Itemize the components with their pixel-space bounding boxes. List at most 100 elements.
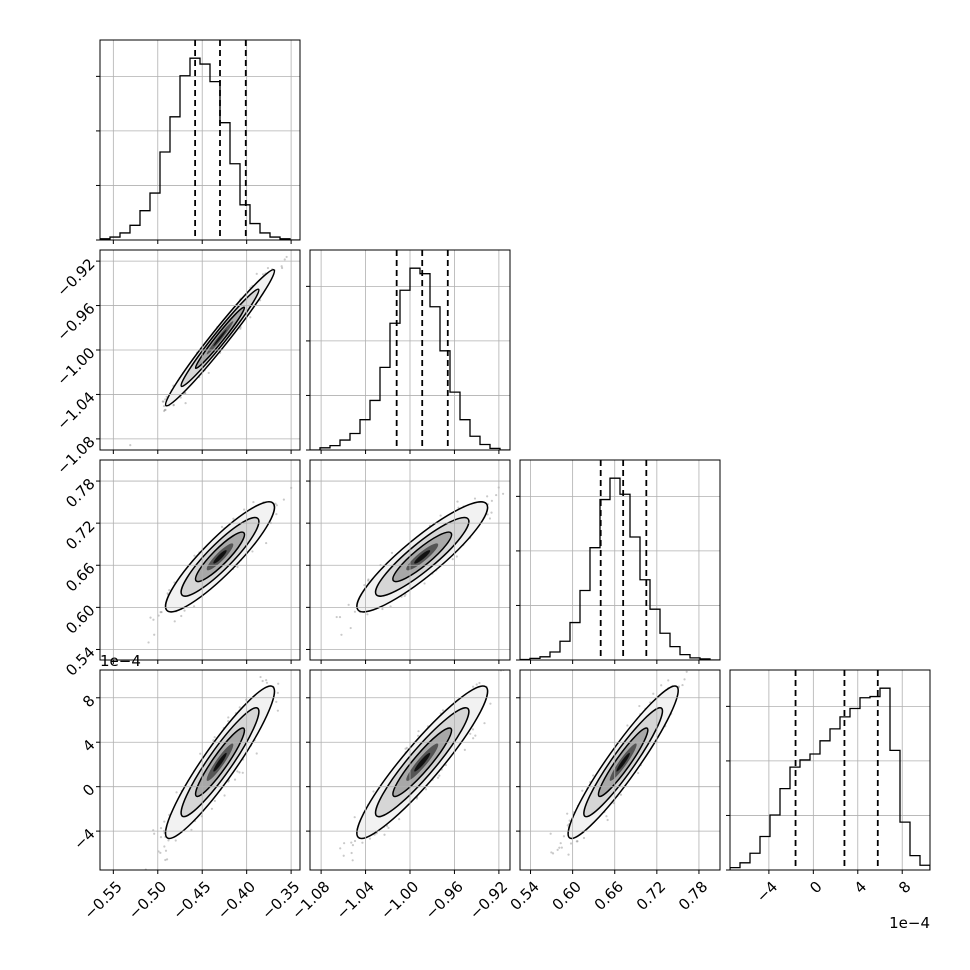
scatter-point [213, 736, 216, 739]
scatter-point [347, 603, 350, 606]
scatter-point [372, 790, 375, 793]
scatter-point [567, 853, 570, 856]
pair-frame-3 [99, 669, 301, 871]
scatter-point [172, 404, 175, 407]
x-tick-label: −0.92 [466, 878, 511, 923]
scatter-point [277, 682, 280, 685]
scatter-point [265, 681, 269, 684]
hist-frame-3 [729, 669, 931, 871]
scatter-point [343, 842, 346, 845]
scatter-point [350, 841, 353, 844]
density-contour-4 [414, 752, 431, 772]
scatter-point [213, 799, 216, 803]
scatter-point [366, 613, 369, 616]
scatter-point [175, 791, 178, 794]
scatter-point [162, 400, 165, 403]
scatter-point [259, 675, 262, 679]
scatter-point [233, 778, 237, 781]
scatter-point [184, 392, 187, 395]
density-contour-4 [213, 329, 227, 347]
scatter-point [340, 633, 343, 636]
scatter-point [265, 678, 268, 682]
x-tick-label: −4 [753, 878, 781, 906]
density-content-1-3 [339, 670, 505, 862]
scatter-point [153, 832, 156, 835]
scatter-point [367, 579, 370, 582]
scatter-point [495, 493, 498, 497]
histogram-panel-0 [96, 39, 301, 244]
y-tick-label: −0.96 [53, 299, 98, 344]
scatter-point [381, 607, 384, 611]
scatter-point [261, 679, 264, 683]
x-offset-label: 1e−4 [889, 914, 930, 932]
x-tick-label: 0.60 [549, 878, 585, 914]
scatter-point [168, 588, 171, 592]
scatter-point [350, 851, 353, 855]
scatter-point [415, 797, 418, 800]
scatter-point [387, 826, 390, 829]
scatter-point [180, 614, 183, 618]
scatter-point [174, 839, 177, 842]
scatter-point [404, 747, 407, 750]
density-content-2-3 [549, 667, 691, 856]
scatter-point [438, 774, 441, 777]
scatter-point [556, 848, 559, 852]
y-tick-label: 0.72 [62, 517, 98, 553]
scatter-point [619, 793, 623, 796]
scatter-point [160, 610, 163, 614]
y-tick-label: 0.60 [62, 601, 98, 637]
scatter-point [280, 265, 283, 268]
scatter-point [164, 398, 167, 401]
scatter-point [193, 554, 196, 557]
scatter-point [562, 835, 566, 838]
scatter-point [471, 728, 475, 731]
scatter-point [274, 502, 277, 505]
y-tick-label: −1.00 [53, 344, 98, 389]
scatter-point [163, 408, 166, 412]
scatter-point [163, 409, 166, 413]
scatter-point [566, 812, 569, 815]
scatter-point [474, 734, 477, 737]
scatter-point [280, 266, 284, 270]
scatter-point [367, 578, 370, 581]
scatter-point [660, 684, 663, 687]
scatter-point [689, 667, 691, 669]
scatter-point [239, 327, 242, 330]
scatter-point [159, 851, 162, 854]
scatter-point [472, 737, 475, 740]
y-offset-label: 1e−4 [100, 652, 141, 670]
scatter-point [164, 408, 167, 411]
scatter-point [681, 683, 684, 687]
scatter-point [451, 558, 454, 561]
scatter-point [275, 513, 278, 516]
scatter-point [192, 605, 196, 608]
scatter-point [488, 517, 492, 520]
scatter-point [152, 618, 155, 621]
scatter-point [403, 594, 406, 598]
scatter-point [626, 724, 629, 727]
histogram-step-2 [520, 477, 720, 660]
scatter-point [147, 641, 150, 644]
scatter-point [469, 732, 472, 735]
scatter-point [667, 679, 670, 682]
scatter-point [424, 788, 428, 791]
y-tick-label: 0.78 [62, 475, 98, 511]
density-content-0-3 [144, 675, 280, 870]
scatter-point [164, 849, 168, 852]
scatter-point [416, 734, 420, 737]
scatter-point [255, 272, 258, 275]
scatter-point [236, 770, 239, 773]
histogram-step-3 [730, 687, 930, 870]
scatter-point [183, 609, 186, 612]
scatter-point [261, 273, 265, 276]
scatter-point [165, 858, 169, 861]
density-panel-0-1 [96, 249, 301, 454]
scatter-point [227, 720, 230, 723]
density-content-0-2 [147, 486, 293, 644]
scatter-point [417, 730, 420, 733]
scatter-point [238, 706, 241, 709]
scatter-point [353, 610, 357, 613]
scatter-point [637, 771, 640, 775]
scatter-point [471, 685, 475, 688]
scatter-point [252, 500, 255, 504]
